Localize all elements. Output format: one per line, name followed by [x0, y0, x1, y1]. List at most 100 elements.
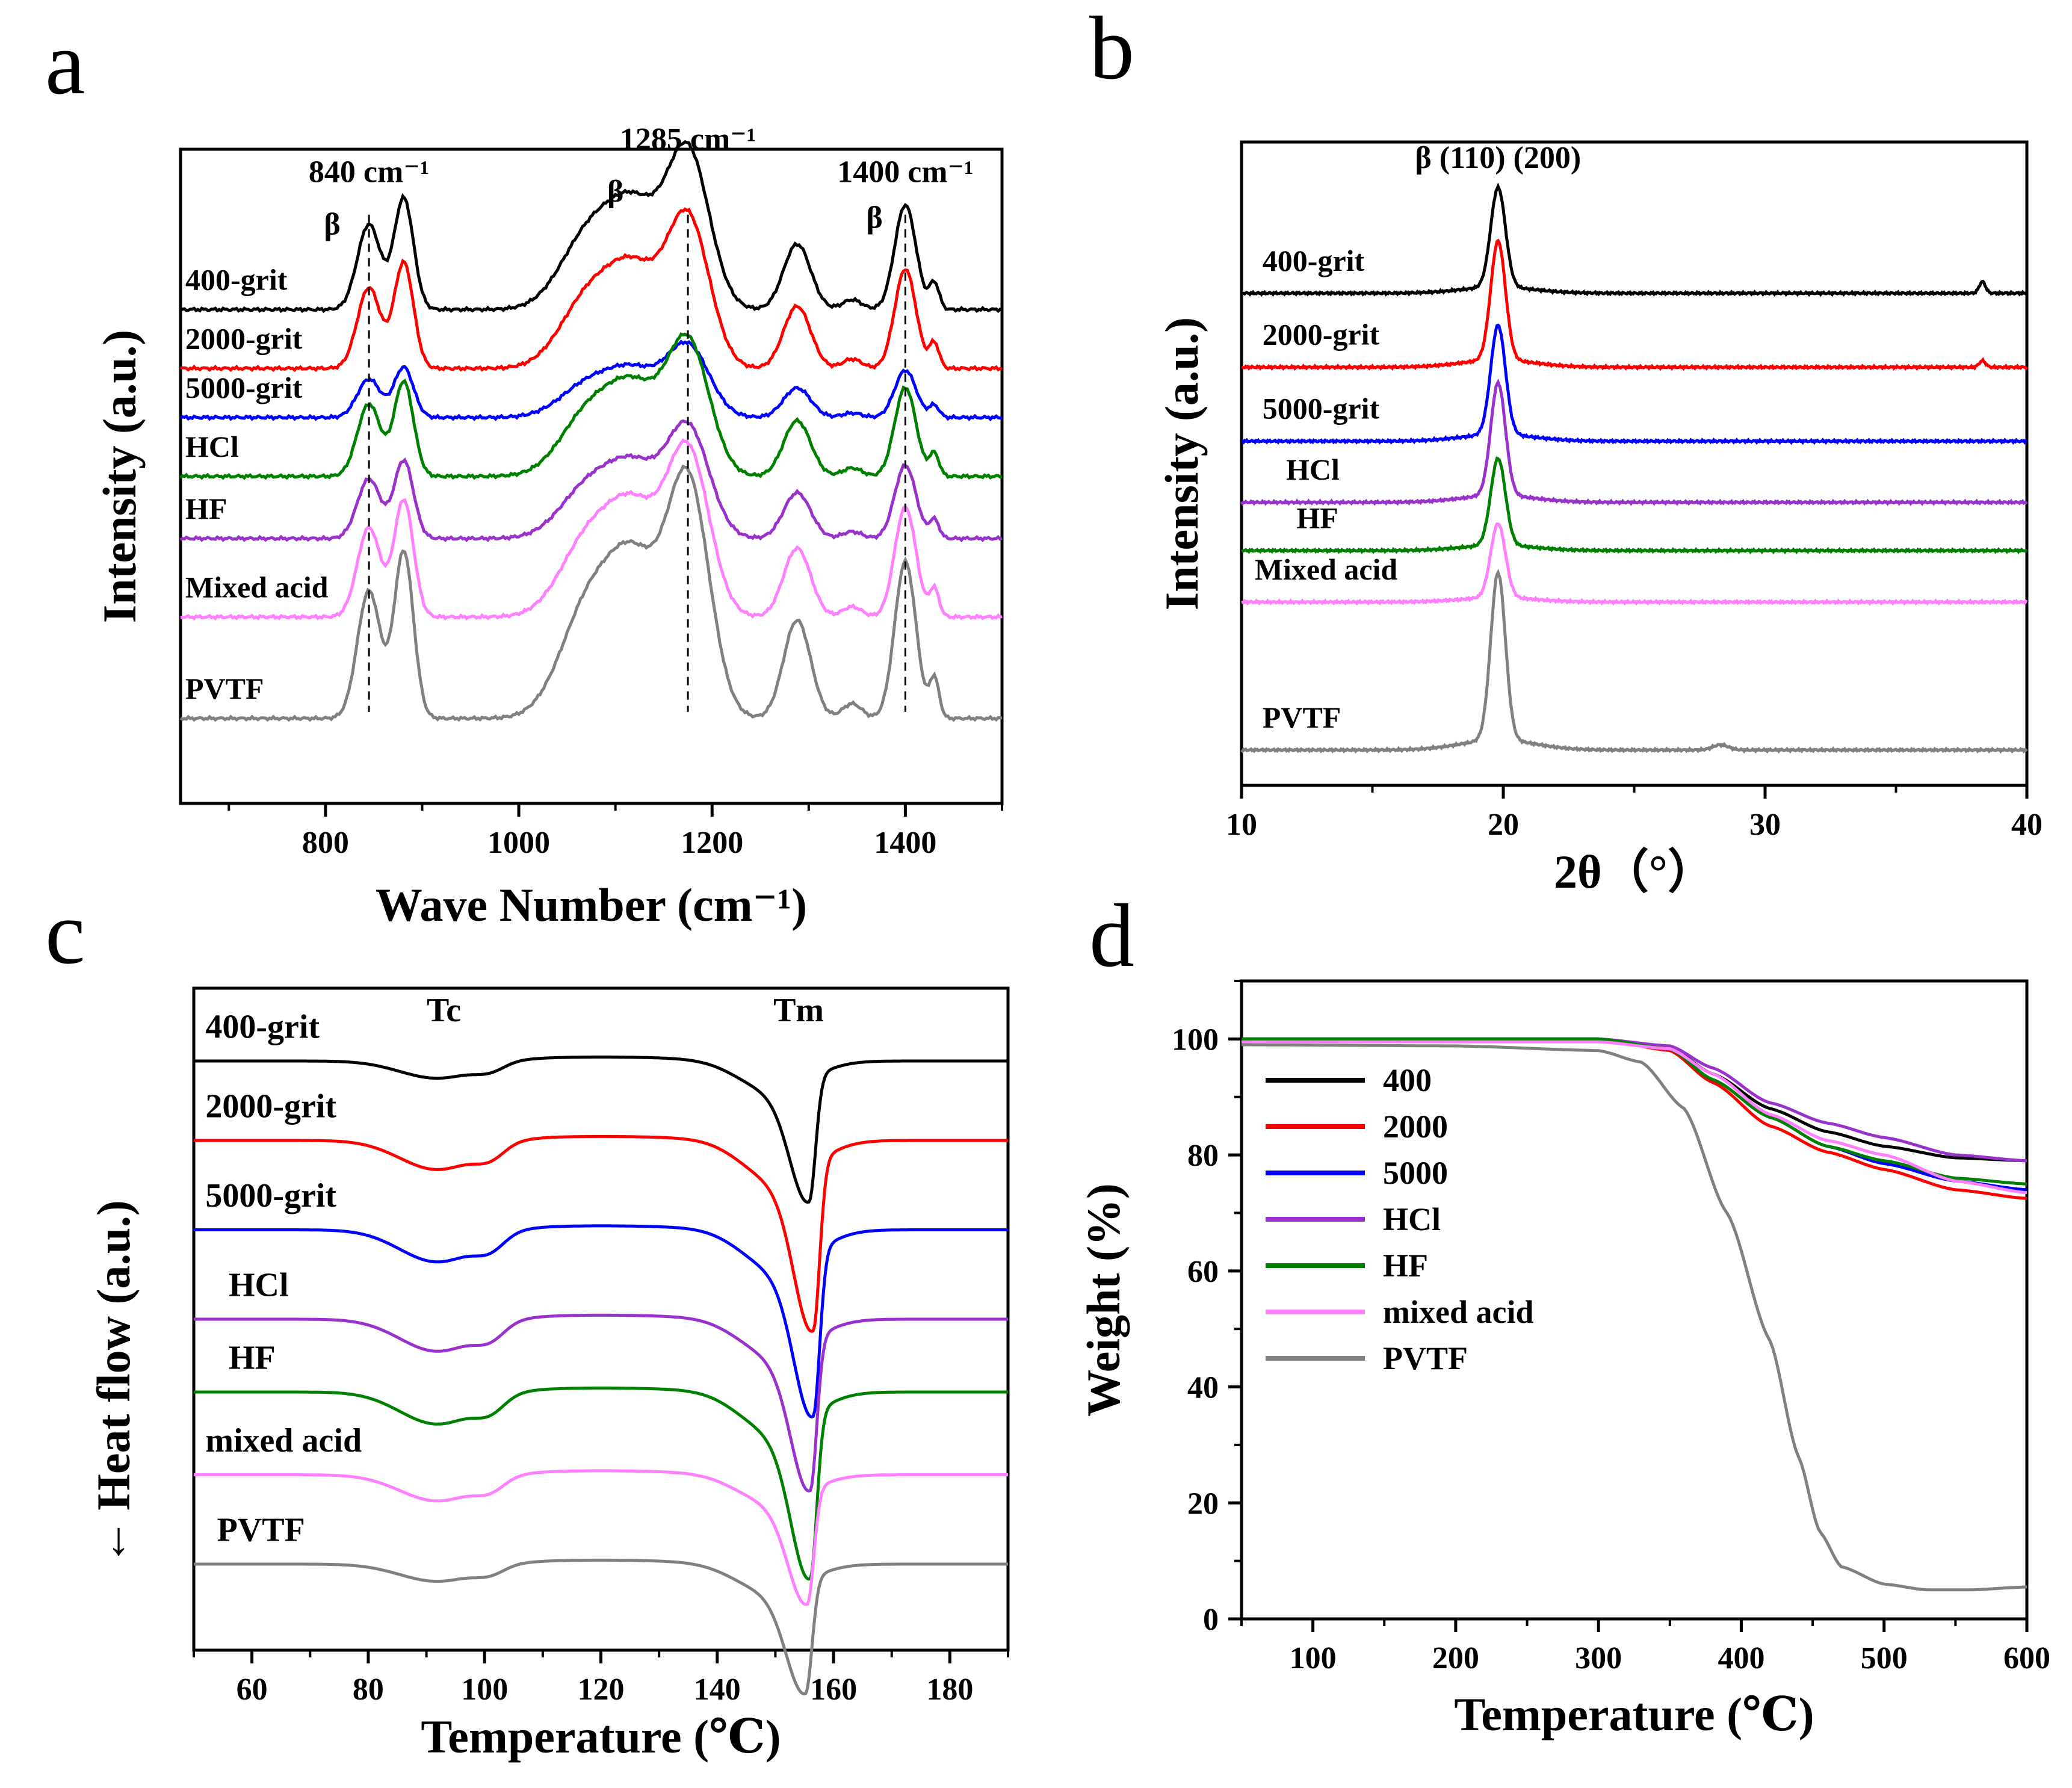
panel-d-y-axis-title: Weight (%)	[1077, 1183, 1130, 1417]
panel-c-series-label: 400-grit	[205, 1009, 320, 1046]
panel-c-series-label: mixed acid	[205, 1422, 362, 1459]
panel-a-series-line-6	[179, 464, 1002, 722]
panel-c-series-label: 5000-grit	[205, 1177, 336, 1214]
panel-a-series-label: 2000-grit	[185, 322, 303, 356]
panel-b-x-tick-label: 10	[1226, 808, 1257, 842]
panel-d-legend-label: 2000	[1383, 1109, 1448, 1145]
panel-d-legend-label: mixed acid	[1383, 1294, 1534, 1330]
panel-c-series-line-5	[194, 1469, 1008, 1606]
panel-b-x-axis-title: 2θ（°）	[1554, 846, 1715, 898]
panel-a-series-line-2	[179, 339, 1003, 422]
panel-d-y-tick-label: 20	[1187, 1486, 1219, 1521]
panel-d-y-tick-label: 40	[1187, 1371, 1219, 1405]
panel-c: c 60 80 100 120 140 160 180 400-grit 2000-grit 500…	[45, 883, 1010, 1763]
panel-d-legend-label: PVTF	[1383, 1340, 1468, 1376]
panel-letter-a: a	[45, 13, 85, 113]
panel-b-series-line-4	[1241, 456, 2028, 555]
panel-d-y-tick-label: 100	[1172, 1022, 1219, 1057]
panel-b-series-line-1	[1241, 238, 2029, 371]
panel-d-x-tick-label: 100	[1290, 1641, 1337, 1675]
panel-b-annotation: β (110) (200)	[1415, 141, 1581, 175]
panel-b-series-line-3	[1240, 379, 2028, 507]
panel-d-y-tick-label: 0	[1203, 1603, 1219, 1637]
panel-a-series-line-0	[179, 140, 1003, 314]
panel-a-series-line-3	[179, 332, 1003, 480]
panel-a-series-line-5	[180, 438, 1003, 621]
panel-c-x-tick-label: 160	[810, 1672, 857, 1707]
panel-b: b 10 20 30 40 400-grit 2000-grit 5000-grit HCl HF…	[1089, 0, 2043, 898]
panel-b-series-label: 2000-grit	[1263, 318, 1380, 351]
panel-a-series-label: PVTF	[185, 672, 264, 705]
panel-d-y-tick-label: 80	[1187, 1139, 1219, 1173]
panel-a-series-label: Mixed acid	[185, 571, 329, 604]
panel-a-annotation: β	[607, 175, 623, 209]
panel-d-x-tick-label: 600	[2003, 1641, 2050, 1675]
panel-a-series-line-4	[179, 419, 1003, 543]
panel-d-x-axis-title: Temperature (℃)	[1454, 1688, 1814, 1740]
panel-b-x-tick-label: 20	[1488, 808, 1519, 842]
panel-d-y-tick-label: 60	[1187, 1255, 1219, 1289]
panel-a-x-tick-label: 1200	[681, 826, 743, 860]
panel-b-series-label: HCl	[1286, 453, 1340, 486]
panel-b-series-label: 400-grit	[1263, 244, 1365, 277]
panel-d-legend-label: HF	[1383, 1248, 1428, 1284]
panel-d-x-tick-label: 500	[1861, 1641, 1908, 1675]
panel-a-x-tick-label: 800	[302, 826, 349, 860]
panel-a-annotation: 1285 cm⁻¹	[620, 122, 756, 156]
panel-b-series-label: PVTF	[1263, 701, 1341, 734]
panel-c-y-axis-arrow: ←	[84, 1518, 137, 1565]
panel-b-series-line-5	[1241, 522, 2028, 606]
panel-b-y-axis-title: Intensity (a.u.)	[1155, 317, 1208, 611]
panel-b-series-label: HF	[1296, 501, 1338, 534]
panel-c-series-label: PVTF	[217, 1512, 305, 1549]
panel-c-series-line-6	[194, 1558, 1008, 1696]
panel-c-series-line-2	[194, 1224, 1008, 1419]
panel-d-x-tick-label: 400	[1718, 1641, 1764, 1675]
panel-c-series-line-1	[194, 1134, 1008, 1333]
panel-b-x-tick-label: 40	[2011, 808, 2043, 842]
panel-b-series-line-2	[1241, 323, 2028, 445]
panel-b-series-line-6	[1240, 568, 2028, 754]
panel-c-series-line-4	[194, 1386, 1008, 1581]
panel-a-series-label: HCl	[185, 430, 239, 463]
panel-letter-d: d	[1089, 886, 1134, 986]
panel-a-annotation: 1400 cm⁻¹	[837, 155, 973, 189]
panel-d-series-line-6	[1242, 1043, 2027, 1592]
panel-a-x-tick-label: 1400	[874, 826, 936, 860]
panel-c-series-line-0	[194, 1055, 1008, 1204]
panel-d: d 100 200 300 400 500 600 0 20 40 60 80 100 400 2000 50…	[1077, 886, 2050, 1740]
panel-c-annotation: Tm	[773, 992, 824, 1029]
panel-d-x-tick-label: 200	[1432, 1641, 1479, 1675]
panel-c-x-tick-label: 100	[461, 1672, 508, 1707]
panel-d-legend-label: 400	[1383, 1062, 1432, 1098]
panel-c-x-tick-label: 120	[578, 1672, 625, 1707]
panel-letter-c: c	[45, 883, 85, 983]
panel-a-x-tick-label: 1000	[487, 826, 550, 860]
panel-c-series-label: 2000-grit	[205, 1088, 336, 1125]
panel-c-x-tick-label: 180	[926, 1672, 973, 1707]
panel-a-series-label: 400-grit	[185, 263, 288, 297]
panel-a-y-axis-title: Intensity (a.u.)	[93, 330, 146, 623]
panel-b-plot-frame	[1240, 140, 2029, 787]
panel-d-series-line-3	[1242, 1037, 2027, 1163]
panel-a-x-axis-title: Wave Number (cm⁻¹)	[376, 879, 807, 931]
panel-d-x-tick-label: 300	[1575, 1641, 1622, 1675]
panel-c-series-line-3	[194, 1313, 1008, 1493]
panel-c-x-tick-label: 80	[353, 1672, 384, 1707]
panel-c-x-tick-label: 140	[694, 1672, 741, 1707]
panel-d-plot-frame	[1240, 979, 2029, 1621]
panel-a-series-label: HF	[185, 492, 227, 525]
panel-a-annotation: 840 cm⁻¹	[309, 155, 429, 189]
panel-b-series-line-0	[1240, 182, 2027, 297]
panel-c-series-label: HF	[229, 1340, 276, 1377]
panel-b-x-tick-label: 30	[1749, 808, 1781, 842]
panel-a-series-label: 5000-grit	[185, 371, 303, 404]
panel-a-series-line-1	[180, 207, 1003, 373]
panel-c-y-axis-title: Heat flow (a.u.)	[87, 1200, 140, 1511]
panel-c-x-axis-title: Temperature (℃)	[421, 1710, 781, 1763]
panel-a-annotation: β	[866, 200, 882, 235]
panel-d-legend-label: HCl	[1383, 1201, 1441, 1237]
panel-c-series-label: HCl	[229, 1267, 289, 1304]
panel-c-x-tick-label: 60	[237, 1672, 268, 1707]
